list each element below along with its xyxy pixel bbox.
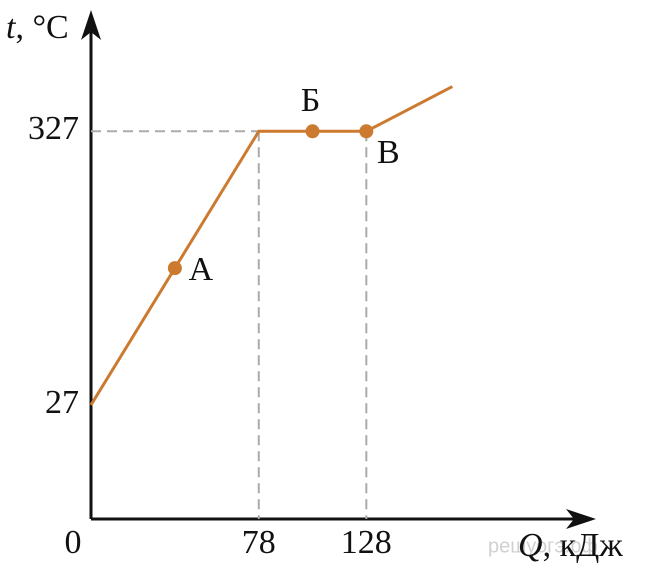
point-label: Б — [301, 82, 321, 119]
point-label: А — [189, 251, 214, 288]
x-axis-arrow — [566, 509, 596, 529]
point — [359, 124, 374, 139]
point — [167, 261, 182, 276]
y-axis-arrow — [81, 10, 101, 40]
watermark: решуогэ.рф — [488, 535, 598, 557]
y-tick-label: 27 — [45, 384, 79, 421]
x-tick-label: 0 — [65, 524, 82, 561]
x-axis-symbol: Q — [518, 527, 543, 564]
x-tick-label: 128 — [341, 524, 392, 561]
y-tick-label: 327 — [28, 110, 79, 147]
x-axis-label: Q, кДж — [518, 527, 623, 564]
y-axis-symbol: t — [6, 9, 17, 46]
y-axis-label: t, °C — [6, 9, 69, 46]
x-axis-unit: , кДж — [543, 527, 624, 564]
x-tick-label: 78 — [242, 524, 276, 561]
y-axis-unit: , °C — [15, 9, 68, 46]
point-label: В — [377, 134, 400, 171]
point — [305, 124, 320, 139]
